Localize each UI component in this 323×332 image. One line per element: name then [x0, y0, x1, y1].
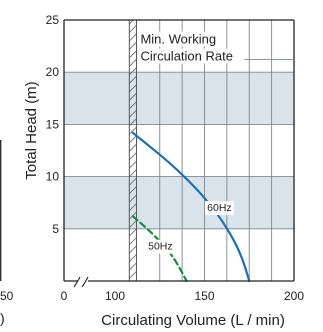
- shaded-bands: [64, 72, 294, 229]
- min-flow-label-bg: [139, 48, 234, 64]
- series-60hz-label: 60Hz: [207, 202, 232, 214]
- x-axis-title: Circulating Volume (L / min): [101, 312, 285, 329]
- series-50hz-label-bg: [146, 239, 175, 254]
- min-flow-hatch: [129, 20, 137, 281]
- y-tick-label: 5: [52, 222, 59, 236]
- series-50hz-label: 50Hz: [148, 241, 173, 253]
- min-flow-region: [128, 20, 137, 281]
- y-tick-label: 20: [46, 65, 60, 79]
- shaded-band: [64, 72, 294, 125]
- min-flow-label-line: Min. Working: [140, 32, 216, 47]
- y-tick-label: 25: [46, 13, 60, 27]
- shaded-band: [64, 176, 294, 229]
- series-60hz-label-bg: [205, 201, 234, 216]
- x-tick-label: 200: [284, 289, 304, 303]
- labels: 60Hz 50Hz Min. Working Circulation Rate Circ…: [23, 31, 294, 329]
- x-tick-label: 100: [105, 289, 125, 303]
- series-60hz-line: [131, 131, 251, 283]
- tick-labels: 5 10 15 20 25 0 100 150 200 50): [0, 13, 304, 326]
- y-tick-label: 15: [46, 117, 60, 131]
- axis-break-mark-2: [81, 276, 89, 288]
- min-flow-label-bg: [139, 31, 218, 47]
- left-stub-paren: ): [0, 310, 5, 326]
- plot-frame: [0, 19, 295, 288]
- x-tick-label: 0: [61, 289, 68, 303]
- y-axis-title: Total Head (m): [23, 81, 40, 179]
- axis-break-mark-1: [73, 276, 81, 288]
- y-tick-label: 10: [46, 170, 60, 184]
- left-stub-tick-label: 50: [0, 289, 14, 303]
- min-flow-label-line: Circulation Rate: [140, 49, 233, 64]
- x-tick-label: 150: [194, 289, 214, 303]
